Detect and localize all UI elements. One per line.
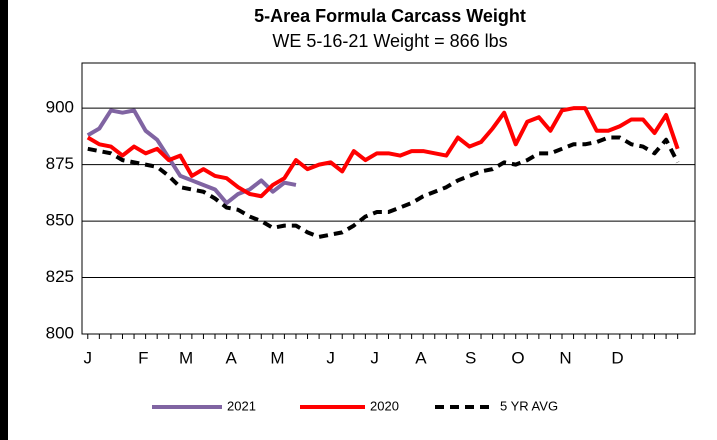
y-tick-label: 900 — [46, 98, 74, 117]
chart-title: 5-Area Formula Carcass Weight — [254, 6, 526, 26]
x-tick-label: M — [270, 348, 284, 367]
chart-subtitle: WE 5-16-21 Weight = 866 lbs — [272, 31, 507, 51]
x-tick-label: J — [370, 348, 379, 367]
legend-label: 2020 — [370, 398, 399, 413]
y-tick-label: 800 — [46, 323, 74, 342]
x-tick-label: J — [84, 348, 93, 367]
x-tick-label: F — [138, 348, 148, 367]
x-tick-label: A — [415, 348, 427, 367]
x-tick-label: A — [226, 348, 238, 367]
left-edge — [0, 0, 8, 440]
legend-label: 5 YR AVG — [500, 398, 558, 413]
series-line — [86, 106, 680, 199]
x-tick-label: D — [611, 348, 623, 367]
y-tick-label: 850 — [46, 211, 74, 230]
x-tick-label: J — [326, 348, 335, 367]
legend-label: 2021 — [227, 398, 256, 413]
y-tick-label: 875 — [46, 154, 74, 173]
series-line — [86, 108, 297, 206]
series-line — [87, 135, 680, 239]
x-tick-label: M — [179, 348, 193, 367]
y-tick-label: 825 — [46, 267, 74, 286]
x-tick-label: N — [559, 348, 571, 367]
x-tick-label: O — [511, 348, 524, 367]
x-tick-label: S — [465, 348, 476, 367]
plot-frame — [81, 62, 696, 335]
